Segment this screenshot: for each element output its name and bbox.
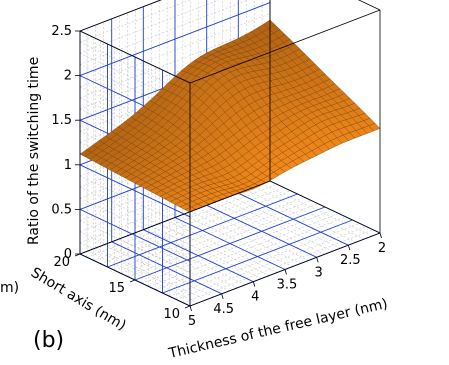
y-tick-label: 20: [53, 255, 70, 270]
left-axis-label-fragment: m): [0, 280, 19, 296]
y-axis-label: Short axis (nm): [28, 265, 129, 334]
x-axis-label: Thickness of the free layer (nm): [166, 296, 389, 362]
y-tick-mark: [184, 305, 191, 309]
x-tick-mark: [252, 281, 256, 287]
x-tick-label: 5: [188, 314, 196, 329]
z-tick-label: 2.5: [51, 24, 72, 39]
surface-mesh: [79, 19, 381, 213]
box-edge: [79, 180, 271, 255]
y-tick-mark: [129, 279, 136, 283]
x-tick-mark: [379, 232, 382, 239]
bounding-box: [79, 0, 381, 307]
x-tick-label: 3: [315, 265, 323, 280]
x-tick-label: 2: [378, 241, 386, 256]
box-edge: [79, 0, 162, 32]
box-edge: [357, 0, 381, 11]
x-tick-label: 4.5: [213, 302, 234, 317]
y-tick-label: 15: [108, 281, 125, 296]
x-tick-mark: [284, 269, 287, 275]
box-edge: [189, 9, 381, 84]
box-edge: [269, 180, 381, 234]
y-tick-mark: [74, 253, 81, 257]
z-tick-label: 0: [64, 247, 72, 262]
major-grid-line: [162, 219, 353, 294]
box-edge: [79, 30, 191, 84]
y-tick-label: 10: [163, 307, 180, 322]
x-tick-label: 2.5: [340, 253, 361, 268]
x-tick-label: 3.5: [277, 278, 298, 293]
panel-label: (b): [33, 328, 64, 353]
x-tick-mark: [221, 293, 224, 299]
z-tick-label: 1.5: [51, 113, 72, 128]
x-tick-mark: [347, 245, 351, 251]
major-grid-line: [134, 206, 326, 281]
x-tick-mark: [316, 257, 319, 263]
x-tick-label: 4: [251, 290, 259, 305]
tick-labels: 0 0.5 1 1.5 2 2.5 5 4.5 4 3.5 3 2.5 2 10 15 20: [51, 24, 386, 329]
major-grid-line: [107, 193, 298, 268]
z-axis-label: Ratio of the switching time: [26, 57, 42, 245]
x-tick-mark: [189, 305, 192, 312]
z-tick-label: 2: [64, 69, 72, 84]
z-tick-label: 1: [64, 158, 72, 173]
z-tick-label: 0.5: [51, 202, 72, 217]
